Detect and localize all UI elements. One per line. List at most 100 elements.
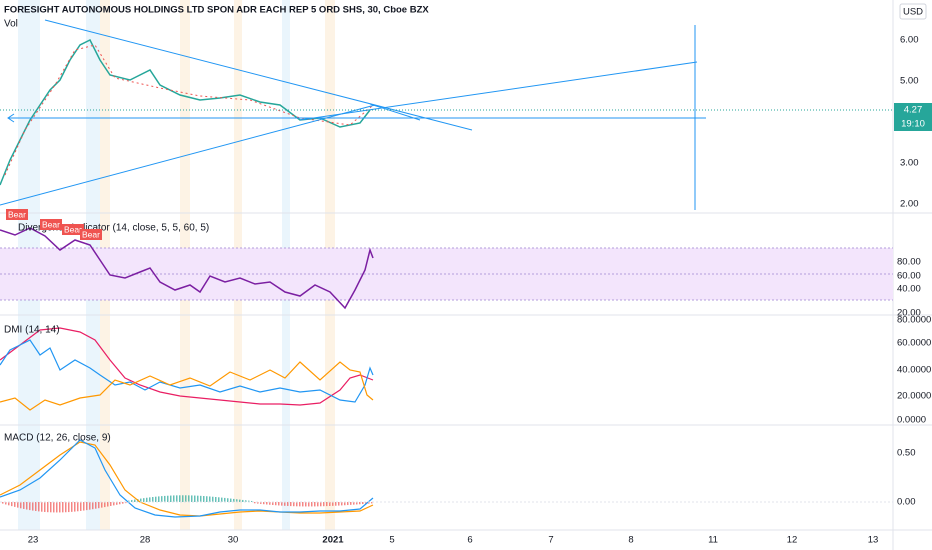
time-label: 23 [28, 535, 39, 546]
histogram-bar [110, 502, 112, 506]
bear-badges: Bear Bear Bear Bear [6, 209, 102, 240]
chart-title: FORESIGHT AUTONOMOUS HOLDINGS LTD SPON A… [4, 5, 429, 16]
histogram-bar [353, 502, 355, 505]
histogram-bar [296, 502, 298, 507]
price-label: 6.00 [900, 35, 919, 46]
dmi-lines [0, 327, 374, 411]
histogram-bar [365, 502, 367, 504]
histogram-bar [86, 502, 88, 511]
axis-label: 20.00 [897, 308, 921, 319]
last-price-tag [894, 103, 932, 117]
histogram-bar [5, 502, 7, 505]
histogram-bar [368, 502, 370, 504]
time-label: 13 [868, 535, 879, 546]
time-label: 28 [140, 535, 151, 546]
bear-badge: Bear [64, 224, 82, 234]
histogram-bar [80, 502, 82, 511]
histogram-bar [335, 502, 337, 506]
histogram-bar [323, 502, 325, 507]
time-label: 7 [548, 535, 553, 546]
axis-label: 60.00 [897, 271, 921, 282]
histogram-bar [308, 502, 310, 507]
histogram-bar [74, 502, 76, 512]
histogram-bar [20, 502, 22, 509]
histogram-bar [152, 497, 154, 502]
histogram-bar [35, 502, 37, 512]
histogram-bar [251, 500, 253, 502]
histogram-bar [68, 502, 70, 513]
histogram-bar [170, 495, 172, 502]
price-label: 2.00 [900, 199, 919, 210]
histogram-bar [59, 502, 61, 513]
histogram-bar [248, 500, 250, 502]
divergence-line [0, 227, 374, 310]
histogram-bar [146, 497, 148, 502]
time-label: 11 [708, 535, 718, 546]
histogram-bar [239, 499, 241, 502]
histogram-bar [233, 498, 235, 502]
histogram-bar [329, 502, 331, 506]
price-pane [0, 19, 893, 210]
time-label: 30 [228, 535, 239, 546]
histogram-bar [215, 496, 217, 502]
histogram-bar [182, 495, 184, 502]
histogram-bar [155, 496, 157, 502]
histogram-bar [287, 502, 289, 506]
currency[interactable]: USD [903, 7, 923, 18]
histogram-bar [362, 502, 364, 505]
dmi-labels: 80.0000 60.0000 40.0000 20.0000 0.0000 [897, 315, 931, 426]
volume-label: Vol [4, 19, 18, 30]
histogram-bar [302, 502, 304, 507]
histogram-bar [275, 502, 277, 506]
histogram-bar [41, 502, 43, 512]
histogram-bar [254, 502, 256, 504]
histogram-bar [350, 502, 352, 505]
histogram-bar [38, 502, 40, 512]
axis-label: 60.0000 [897, 338, 931, 349]
histogram-bar [56, 502, 58, 513]
histogram-bar [83, 502, 85, 511]
histogram-bar [122, 502, 124, 504]
axis-label: 0.00 [897, 497, 916, 508]
histogram-bar [320, 502, 322, 507]
histogram-bar [149, 497, 151, 502]
histogram-bar [179, 495, 181, 502]
histogram-bar [14, 502, 16, 507]
histogram-bar [359, 502, 361, 505]
histogram-bar [65, 502, 67, 513]
histogram-bar [101, 502, 103, 508]
histogram-bar [71, 502, 73, 512]
currency-box[interactable] [899, 3, 927, 20]
histogram-bar [158, 496, 160, 502]
histogram-bar [125, 502, 127, 504]
divergence-labels: 80.00 60.00 40.00 20.00 [897, 257, 921, 319]
histogram-bar [134, 499, 136, 502]
histogram-bar [143, 498, 145, 502]
histogram-bar [95, 502, 97, 509]
macd-title: MACD (12, 26, close, 9) [4, 433, 111, 444]
histogram-bar [290, 502, 292, 507]
price-labels: 6.00 5.00 3.00 2.00 [900, 35, 919, 210]
histogram-bar [212, 496, 214, 502]
histogram-bar [44, 502, 46, 512]
histogram-bar [206, 496, 208, 502]
histogram-bar [92, 502, 94, 510]
macd-lines [0, 439, 374, 518]
histogram-bar [116, 502, 118, 505]
bear-badge: Bear [8, 209, 26, 219]
histogram-bar [119, 502, 121, 505]
histogram-bar [197, 495, 199, 502]
histogram-bar [347, 502, 349, 506]
histogram-bar [218, 497, 220, 502]
price-label: 5.00 [900, 76, 919, 87]
dmi-title: DMI (14, 14) [4, 325, 60, 336]
histogram-bar [29, 502, 31, 511]
histogram-bar [263, 502, 265, 505]
histogram-bar [161, 496, 163, 502]
histogram-bar [272, 502, 274, 505]
histogram-bar [305, 502, 307, 507]
time-label: 6 [467, 535, 472, 546]
histogram-bar [164, 495, 166, 502]
axis-label: 40.00 [897, 284, 921, 295]
histogram-bar [200, 495, 202, 502]
